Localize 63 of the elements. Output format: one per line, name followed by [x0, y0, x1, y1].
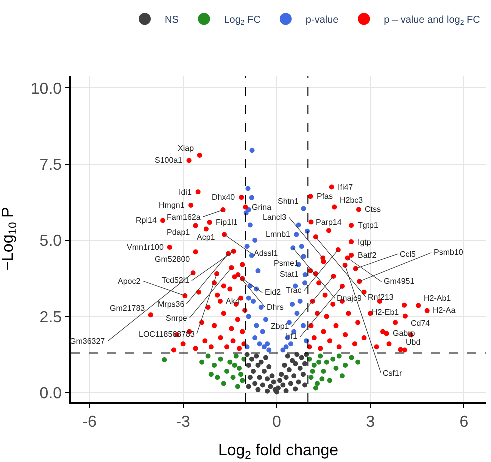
annotation: Dhrs	[267, 303, 284, 312]
x-tick-label: 6	[460, 414, 469, 431]
x-axis-title: Log$_{2}$ fold change	[218, 442, 339, 462]
y-tick-label: 7.5	[40, 156, 62, 174]
annotation: Psmb10	[434, 248, 464, 257]
annotation: Stat1	[280, 270, 300, 279]
annotation: Lmnb1	[266, 230, 292, 239]
x-tick-label: 3	[366, 414, 376, 431]
annotation: Fam162a	[167, 213, 202, 222]
x-tick-label: -6	[82, 414, 97, 431]
y-tick-label: 5.0	[40, 233, 62, 250]
annotation: Idi1	[179, 188, 192, 197]
annotation: H2-Eb1	[372, 308, 400, 317]
annotation: Xiap	[178, 144, 195, 153]
annotation: Parp14	[316, 218, 342, 227]
annotation: Ccl5	[400, 250, 417, 259]
annotation: Fip1l1	[216, 218, 238, 227]
legend-label: p-value	[306, 15, 340, 26]
annotation: Shtn1	[278, 197, 300, 206]
annotation: Grina	[252, 203, 272, 212]
annotation: Pfas	[317, 192, 334, 201]
annotation: Rnf213	[368, 293, 394, 302]
y-tick-label: 2.5	[40, 309, 62, 326]
annotation: Ak4	[226, 297, 240, 306]
annotation: Adssl1	[254, 249, 279, 258]
annotation: Hmgn1	[159, 201, 186, 210]
annotation: Gabrp	[393, 329, 416, 338]
annotation: Rpl14	[136, 216, 158, 225]
legend-label: p – value and log$_{2}$ FC	[384, 15, 480, 28]
legend-label: Log$_{2}$ FC	[224, 15, 261, 28]
annotation: Eid2	[265, 288, 282, 297]
annotation: Ubd	[406, 338, 421, 347]
annotation: H2bc3	[340, 196, 364, 205]
annotation: Batf2	[358, 251, 378, 260]
annotation: Dhx40	[212, 193, 236, 202]
annotation: Cd74	[411, 319, 431, 328]
annotation: Ctss	[365, 205, 381, 214]
y-tick-label: 10.0	[30, 80, 62, 98]
legend-label: NS	[165, 15, 180, 26]
annotation: Lancl3	[263, 213, 288, 222]
annotation: Pdap1	[167, 228, 191, 237]
annotation: Tgtp1	[358, 221, 380, 230]
annotation: Gm21783	[110, 304, 146, 313]
annotation: Irf1	[286, 332, 298, 341]
annotation: Gm52800	[155, 255, 191, 264]
y-tick-label: 0.0	[40, 385, 62, 402]
annotation: Mrps36	[158, 300, 186, 309]
x-tick-label: 0	[272, 414, 282, 431]
annotation: Vmn1r100	[127, 243, 164, 252]
annotation: Ifi47	[338, 183, 354, 192]
x-tick-label: -3	[176, 414, 191, 431]
annotation: Gm4951	[384, 277, 416, 286]
annotation: Csf1r	[383, 369, 402, 378]
annotation: Apoc2	[118, 277, 142, 286]
annotation: Psme1	[274, 259, 300, 268]
annotation: Igtp	[358, 238, 372, 247]
annotation: Acp1	[197, 233, 216, 242]
annotation: Snrpe	[166, 314, 188, 323]
annotation: Trac	[286, 286, 302, 295]
annotation: S100a1	[155, 156, 184, 165]
annotation: H2-Aa	[433, 306, 456, 315]
annotation: H2-Ab1	[424, 294, 452, 303]
annotation: Zbp1	[271, 322, 290, 331]
